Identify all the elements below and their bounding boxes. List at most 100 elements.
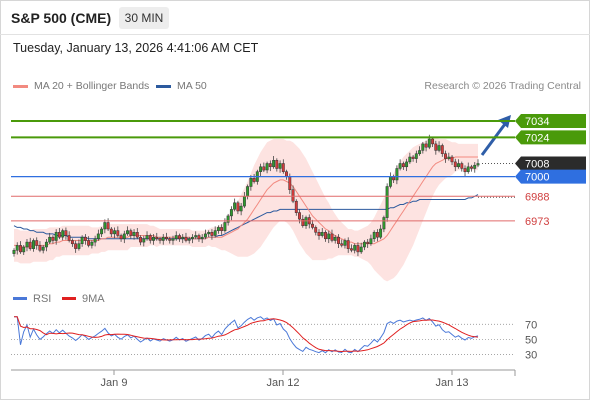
rsi-ma-swatch xyxy=(62,297,76,300)
candle-body xyxy=(44,241,48,248)
x-tick-label: Jan 9 xyxy=(101,377,128,389)
rsi-swatch xyxy=(13,297,27,300)
instrument-title: S&P 500 (CME) xyxy=(11,10,112,26)
candle-body xyxy=(19,245,22,253)
candle-body xyxy=(100,228,104,235)
candle-body xyxy=(262,166,266,171)
candle-body xyxy=(395,168,399,181)
candle-body xyxy=(421,143,425,151)
candle-body xyxy=(184,236,188,241)
timeframe-badge[interactable]: 30 MIN xyxy=(119,7,169,29)
candle-body xyxy=(74,243,78,249)
ma20-swatch xyxy=(13,84,28,88)
candle-body xyxy=(418,150,422,155)
datetime-label: Tuesday, January 13, 2026 4:41:06 AM CET xyxy=(13,41,259,55)
candle-body xyxy=(83,236,87,241)
candle-body xyxy=(32,240,35,249)
candle-body xyxy=(272,160,276,168)
candle-body xyxy=(411,156,415,159)
rsi-tick-30: 30 xyxy=(525,350,537,362)
candle-body xyxy=(372,232,376,240)
candle-body xyxy=(408,156,412,163)
rsi-line xyxy=(14,316,479,354)
candle-body xyxy=(96,233,100,240)
candle-body xyxy=(288,176,292,190)
candle-body xyxy=(382,217,386,230)
candle-body xyxy=(220,227,224,231)
ma20-label: MA 20 + Bollinger Bands xyxy=(34,80,150,92)
x-tick-label: Jan 12 xyxy=(266,377,299,389)
candle-body xyxy=(291,189,295,202)
candle-body xyxy=(116,230,120,236)
candle-body xyxy=(437,145,441,151)
candle-body xyxy=(356,245,360,253)
candle-body xyxy=(375,232,379,238)
candle-body xyxy=(122,233,126,240)
legend-ma50: MA 50 xyxy=(156,80,207,92)
candle-body xyxy=(145,235,149,240)
candle-body xyxy=(213,230,217,236)
candle-body xyxy=(223,222,227,231)
candle-body xyxy=(453,161,457,168)
candle-body xyxy=(470,166,473,169)
candle-body xyxy=(139,236,142,243)
candle-body xyxy=(314,227,318,233)
candle-body xyxy=(414,153,418,159)
candle-body xyxy=(473,164,477,169)
rsi-pane: 70 50 30 xyxy=(11,316,537,362)
legend-ma20: MA 20 + Bollinger Bands xyxy=(13,80,149,92)
x-axis: Jan 9 Jan 12 Jan 13 xyxy=(101,370,469,389)
candle-body xyxy=(28,241,32,249)
candle-body xyxy=(203,233,207,238)
rsi-tick-70: 70 xyxy=(525,319,537,331)
candle-body xyxy=(142,238,146,243)
level-label-6988: 6988 xyxy=(525,191,549,203)
candle-body xyxy=(450,156,454,163)
candle-body xyxy=(333,236,337,241)
candle-body xyxy=(135,232,139,238)
candle-body xyxy=(259,166,263,172)
rsi-legend: RSI 9MA xyxy=(13,293,105,305)
candle-body xyxy=(265,163,269,171)
candle-body xyxy=(200,236,204,240)
rsi-ma-line xyxy=(14,316,479,353)
candle-body xyxy=(327,233,331,240)
rsi-ma-legend-label: 9MA xyxy=(82,293,105,305)
candle-body xyxy=(35,240,39,246)
candle-body xyxy=(427,138,431,148)
candle-body xyxy=(463,168,467,173)
candle-body xyxy=(113,230,117,235)
candle-body xyxy=(444,153,447,159)
level-label-7008: 7008 xyxy=(525,159,549,171)
candle-body xyxy=(87,240,91,246)
candle-body xyxy=(51,236,55,241)
candle-body xyxy=(158,238,162,241)
candle-body xyxy=(476,163,480,166)
candle-body xyxy=(57,232,61,238)
candle-body xyxy=(109,228,113,235)
candle-body xyxy=(226,215,230,223)
candle-body xyxy=(366,241,370,244)
candle-body xyxy=(311,223,314,228)
candle-body xyxy=(38,245,42,251)
candle-body xyxy=(90,241,94,246)
ma50-label: MA 50 xyxy=(177,80,207,92)
candle-body xyxy=(210,232,214,236)
candle-body xyxy=(126,230,129,235)
candle-body xyxy=(359,246,363,253)
candle-body xyxy=(15,245,19,251)
candle-body xyxy=(337,236,340,244)
candle-body xyxy=(197,235,201,240)
candle-body xyxy=(25,241,29,248)
candle-body xyxy=(148,235,152,241)
candle-body xyxy=(398,163,402,169)
candle-body xyxy=(48,236,52,243)
candle-body xyxy=(388,176,392,187)
bollinger-band xyxy=(14,137,478,282)
level-label-7024: 7024 xyxy=(525,132,549,144)
candle-body xyxy=(424,143,428,148)
candle-body xyxy=(132,232,136,236)
candle-body xyxy=(252,178,256,182)
candle-body xyxy=(103,222,107,230)
